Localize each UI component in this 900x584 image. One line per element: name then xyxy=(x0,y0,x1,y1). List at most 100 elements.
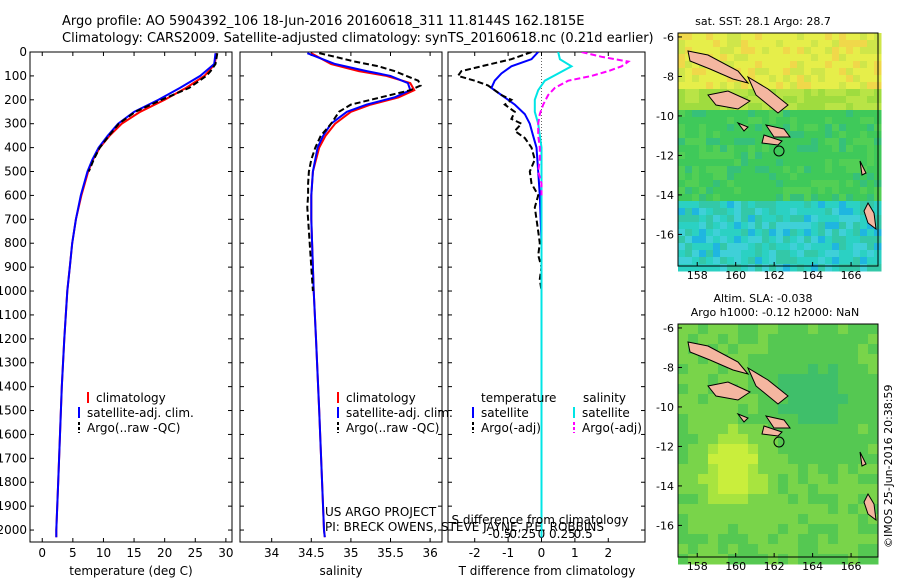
map-cell xyxy=(804,124,812,132)
map-cell xyxy=(769,229,777,237)
legend-s-satellite-label: satellite xyxy=(582,406,630,420)
series-line-climatology xyxy=(310,52,416,538)
map-cell xyxy=(727,75,735,83)
map-cell xyxy=(778,404,789,415)
map-cell xyxy=(718,484,729,495)
map-cell xyxy=(718,514,729,525)
map-cell xyxy=(768,554,779,565)
sla-map-title-line1: Altim. SLA: -0.038 xyxy=(713,292,812,305)
map-cell xyxy=(678,208,686,216)
map-cell xyxy=(808,384,819,395)
map-cell xyxy=(846,54,854,62)
map-cell xyxy=(699,89,707,97)
map-cell xyxy=(762,110,770,118)
map-cell xyxy=(868,554,879,565)
map-cell xyxy=(720,166,728,174)
map-cell xyxy=(698,454,709,465)
map-cell xyxy=(727,264,735,272)
map-cell xyxy=(748,344,759,355)
sla-map-title-line2: Argo h1000: -0.12 h2000: NaN xyxy=(691,306,860,319)
map-cell xyxy=(758,444,769,455)
map-cell xyxy=(811,222,819,230)
map-cell xyxy=(839,187,847,195)
map-cell xyxy=(688,484,699,495)
map-cell xyxy=(741,208,749,216)
map-cell xyxy=(769,222,777,230)
map-cell xyxy=(699,180,707,188)
salinity-legend: climatology satellite-adj. clim. Argo(..… xyxy=(337,391,453,435)
map-cell xyxy=(804,33,812,41)
map-cell xyxy=(698,404,709,415)
map-cell xyxy=(738,394,749,405)
map-cell xyxy=(755,208,763,216)
map-cell xyxy=(769,180,777,188)
map-cell xyxy=(832,152,840,160)
map-cell xyxy=(706,208,714,216)
map-cell xyxy=(755,33,763,41)
map-cell xyxy=(748,201,756,209)
map-cell xyxy=(838,364,849,375)
map-cell xyxy=(797,124,805,132)
map-cell xyxy=(769,152,777,160)
map-cell xyxy=(832,33,840,41)
map-cell xyxy=(818,334,829,345)
map-cell xyxy=(741,68,749,76)
map-cell xyxy=(734,180,742,188)
map-cell xyxy=(713,152,721,160)
map-cell xyxy=(758,404,769,415)
map-cell xyxy=(685,222,693,230)
map-cell xyxy=(848,364,859,375)
map-cell xyxy=(860,138,868,146)
map-cell xyxy=(846,257,854,265)
map-cell xyxy=(797,208,805,216)
map-cell xyxy=(699,103,707,111)
map-cell xyxy=(797,215,805,223)
map-cell xyxy=(848,554,859,565)
island-shape xyxy=(863,492,877,522)
map-cell xyxy=(788,524,799,535)
map-cell xyxy=(758,414,769,425)
map-cell xyxy=(811,236,819,244)
map-cell xyxy=(825,187,833,195)
map-cell xyxy=(818,47,826,55)
map-cell xyxy=(678,524,689,535)
map-cell xyxy=(734,54,742,62)
map-cell xyxy=(698,464,709,475)
map-cell xyxy=(818,75,826,83)
map-cell xyxy=(748,454,759,465)
map-cell xyxy=(734,250,742,258)
map-cell xyxy=(818,180,826,188)
map-cell xyxy=(848,394,859,405)
map-cell xyxy=(867,110,875,118)
map-cell xyxy=(758,364,769,375)
map-cell xyxy=(728,334,739,345)
map-cell xyxy=(811,124,819,132)
map-cell xyxy=(769,250,777,258)
map-cell xyxy=(741,110,749,118)
map-cell xyxy=(868,344,879,355)
map-cell xyxy=(718,444,729,455)
map-cell xyxy=(790,243,798,251)
map-cell xyxy=(748,89,756,97)
map-cell xyxy=(678,394,689,405)
map-cell xyxy=(708,534,719,545)
map-cell xyxy=(758,354,769,365)
map-cell xyxy=(839,117,847,125)
map-cell xyxy=(848,434,859,445)
map-cell xyxy=(818,384,829,395)
map-cell xyxy=(788,554,799,565)
map-cell xyxy=(790,180,798,188)
map-cell xyxy=(727,82,735,90)
lat-tick-label: -14 xyxy=(656,189,674,202)
map-cell xyxy=(762,187,770,195)
map-cell xyxy=(688,354,699,365)
map-cell xyxy=(728,554,739,565)
map-cell xyxy=(839,264,847,272)
map-cell xyxy=(769,40,777,48)
map-cell xyxy=(769,194,777,202)
map-cell xyxy=(868,464,879,475)
map-cell xyxy=(839,222,847,230)
map-cell xyxy=(692,187,700,195)
map-cell xyxy=(783,152,791,160)
map-cell xyxy=(678,215,686,223)
